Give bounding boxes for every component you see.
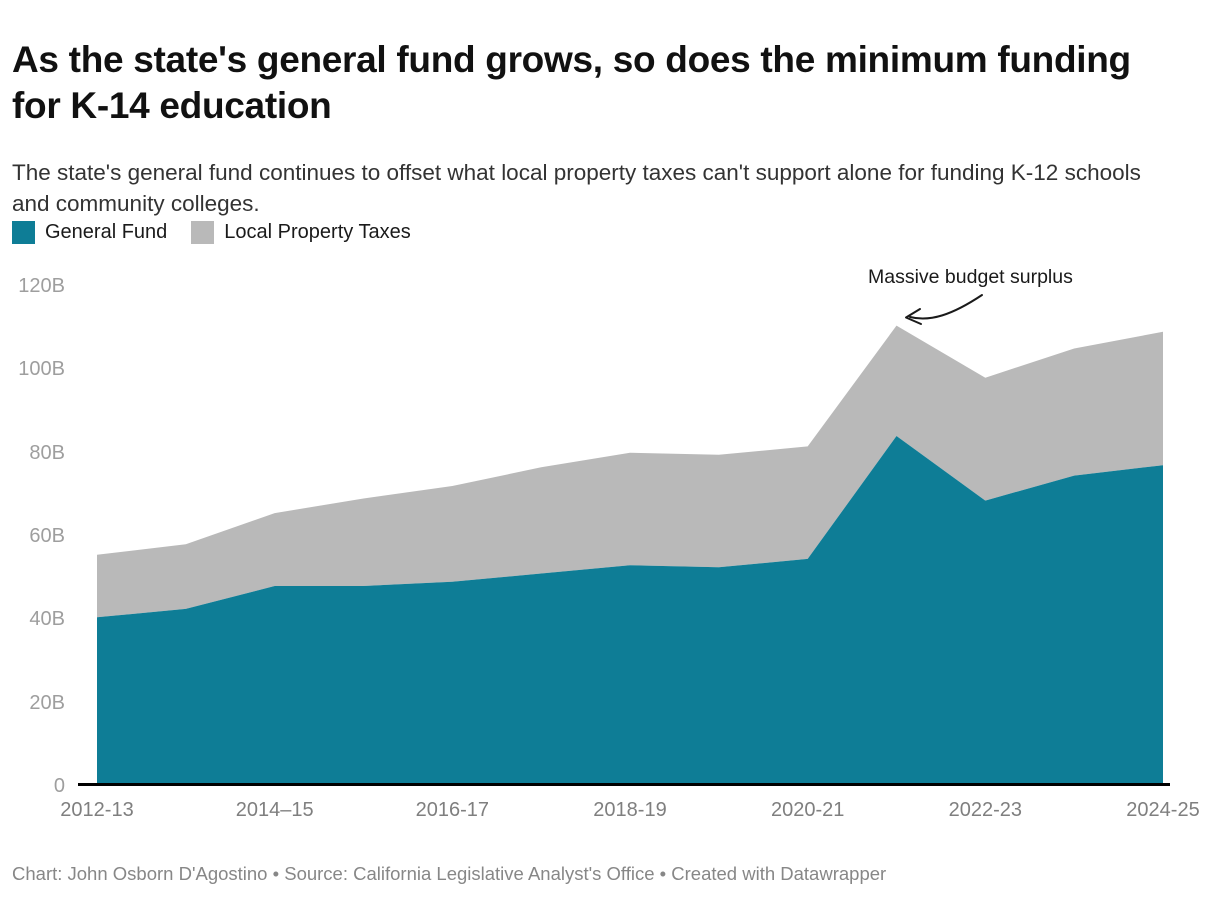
general-fund-area	[97, 436, 1163, 786]
chart-title: As the state's general fund grows, so do…	[12, 38, 1131, 126]
legend-swatch-general-fund-icon	[12, 221, 35, 244]
footer-credit: Chart: John Osborn D'Agostino • Source: …	[12, 863, 887, 884]
local-property-taxes-area	[97, 325, 1163, 618]
x-axis-label: 2016-17	[415, 799, 490, 821]
x-axis-label: 2012-13	[60, 799, 134, 821]
x-axis-label: 2014–15	[235, 799, 314, 821]
annotation-arrow-icon	[909, 294, 983, 320]
x-axis-label: 2022-23	[948, 799, 1023, 821]
y-axis-label: 100B	[18, 358, 65, 381]
x-axis-label: 2020-21	[770, 799, 845, 821]
legend-item-general-fund: General Fund	[12, 221, 167, 244]
y-axis-label: 20B	[29, 691, 65, 714]
y-axis-label: 60B	[29, 525, 65, 547]
y-axis-label: 0	[53, 775, 65, 797]
chart-description: The state's general fund continues to of…	[12, 159, 1141, 217]
legend-label-general-fund: General Fund	[45, 221, 168, 243]
y-axis-label: 40B	[29, 608, 65, 631]
x-axis-label: 2024-25	[1126, 799, 1200, 821]
annotation-arrowhead-icon	[905, 308, 922, 325]
legend-item-local-property-taxes: Local Property Taxes	[191, 221, 411, 244]
x-axis-label: 2018-19	[593, 799, 667, 821]
y-axis-label: 120B	[18, 275, 65, 297]
legend: General Fund Local Property Taxes	[12, 221, 411, 244]
legend-label-local-property-taxes: Local Property Taxes	[224, 221, 411, 243]
legend-swatch-local-property-taxes-icon	[191, 221, 215, 244]
annotation-text: Massive budget surplus	[868, 266, 1073, 288]
y-axis-label: 80B	[29, 441, 65, 464]
